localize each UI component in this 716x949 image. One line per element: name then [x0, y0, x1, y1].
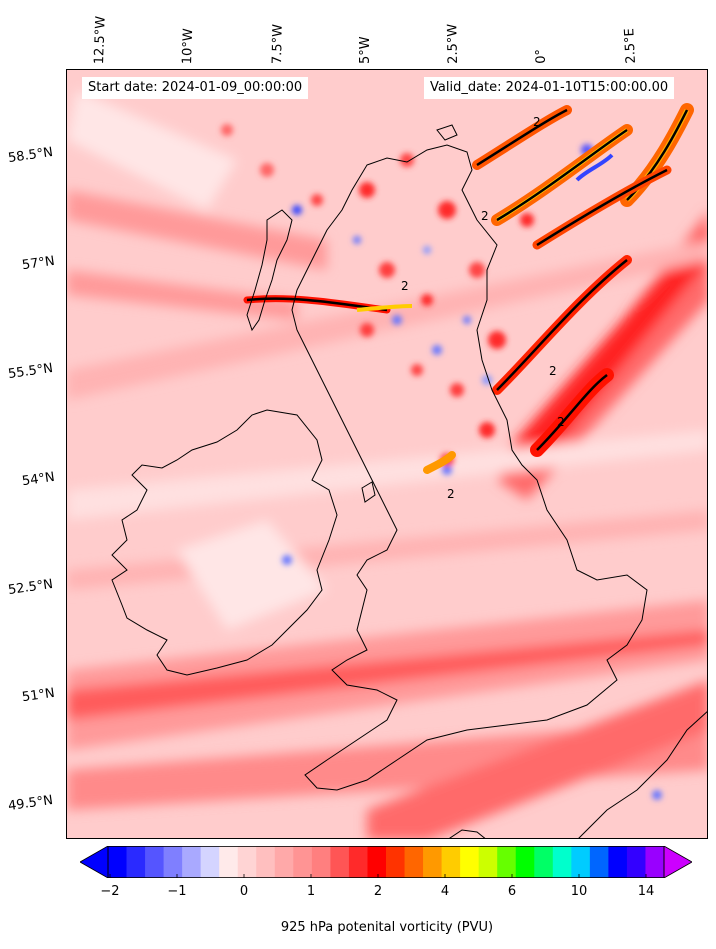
colorbar-border	[107, 846, 665, 878]
colorbar-segment	[330, 846, 350, 878]
colorbar-segment	[293, 846, 313, 878]
isle-of-man-coastline	[361, 481, 376, 503]
colorbar-segment	[182, 846, 202, 878]
colorbar-segment	[552, 846, 572, 878]
pv-field-map: 2 2 2 2 2 2	[67, 70, 707, 838]
ireland-coastline	[111, 409, 338, 676]
lat-label-51N: 51°N	[21, 685, 56, 706]
colorbar-segment	[274, 846, 294, 878]
colorbar-extend-low	[80, 846, 109, 878]
cb-tick-m1: −1	[167, 884, 187, 899]
lat-label-58.5N: 58.5°N	[7, 144, 54, 167]
contour-label: 2	[447, 487, 455, 501]
colorbar-segment	[126, 846, 146, 878]
colorbar-segment	[219, 846, 239, 878]
cb-tick-10: 10	[570, 884, 588, 899]
colorbar-segment	[200, 846, 220, 878]
colorbar-segment	[367, 846, 387, 878]
cb-tick-0: 0	[239, 884, 249, 899]
colorbar-segment	[441, 846, 461, 878]
colorbar-segment	[256, 846, 276, 878]
colorbar-segment	[108, 846, 128, 878]
cb-tick-4: 4	[440, 884, 450, 899]
colorbar-segment	[497, 846, 517, 878]
colorbar-segment	[589, 846, 609, 878]
colorbar-segment	[237, 846, 257, 878]
colorbar-segment	[645, 846, 665, 878]
colorbar-segment	[515, 846, 535, 878]
colorbar-segment	[404, 846, 424, 878]
colorbar-segment	[460, 846, 480, 878]
colorbar-segment	[608, 846, 628, 878]
cb-tick-2: 2	[373, 884, 383, 899]
lon-label-12.5W: 12.5°W	[92, 15, 109, 65]
contour-labels: 2 2 2 2 2 2	[401, 115, 565, 501]
lat-label-55.5N: 55.5°N	[7, 360, 54, 383]
colorbar-segment	[348, 846, 368, 878]
lat-label-54N: 54°N	[21, 469, 56, 490]
hebrides-coastline	[246, 209, 293, 332]
colorbar-extend-high	[663, 846, 692, 878]
colorbar-segment	[571, 846, 591, 878]
valid-date-label: Valid_date: 2024-01-10T15:00:00.00	[424, 77, 675, 99]
great-britain-coastline	[291, 144, 648, 791]
colorbar-segment	[311, 846, 331, 878]
cb-tick-14: 14	[637, 884, 655, 899]
colorbar-segment	[423, 846, 443, 878]
contour-label: 2	[401, 279, 409, 293]
pv-max-streaks	[243, 103, 694, 474]
colorbar-segment	[626, 846, 646, 878]
contour-label: 2	[557, 415, 565, 429]
colorbar-segment	[386, 846, 406, 878]
colorbar	[80, 846, 692, 878]
start-date-label: Start date: 2024-01-09_00:00:00	[82, 77, 309, 99]
cb-tick-m2: −2	[100, 884, 120, 899]
lon-label-5W: 5°W	[358, 36, 373, 64]
colorbar-segment	[145, 846, 165, 878]
lon-label-7.5W: 7.5°W	[270, 23, 286, 65]
lat-label-49.5N: 49.5°N	[7, 792, 54, 815]
contour-label: 2	[481, 209, 489, 223]
contour-label: 2	[533, 115, 541, 129]
cb-tick-6: 6	[507, 884, 517, 899]
lon-label-2.5W: 2.5°W	[445, 23, 461, 65]
colorbar-segment	[534, 846, 554, 878]
colorbar-label: 925 hPa potenital vorticity (PVU)	[280, 920, 494, 935]
contour-label: 2	[549, 364, 557, 378]
coastlines	[111, 124, 707, 838]
brittany-coastline	[449, 829, 486, 838]
lon-label-0: 0°	[533, 48, 549, 64]
pv-shading	[67, 90, 707, 838]
lat-label-57N: 57°N	[21, 253, 56, 274]
colorbar-segment	[478, 846, 498, 878]
lon-label-10W: 10°W	[180, 28, 197, 65]
lon-label-2.5E: 2.5°E	[622, 27, 639, 64]
pv-noise-region	[221, 124, 662, 800]
cb-tick-1: 1	[306, 884, 316, 899]
colorbar-segment	[163, 846, 183, 878]
orkney-coastline	[436, 124, 458, 141]
map-panel: 2 2 2 2 2 2	[66, 69, 708, 839]
continent-coastline	[578, 711, 707, 838]
lat-label-52.5N: 52.5°N	[7, 576, 54, 599]
